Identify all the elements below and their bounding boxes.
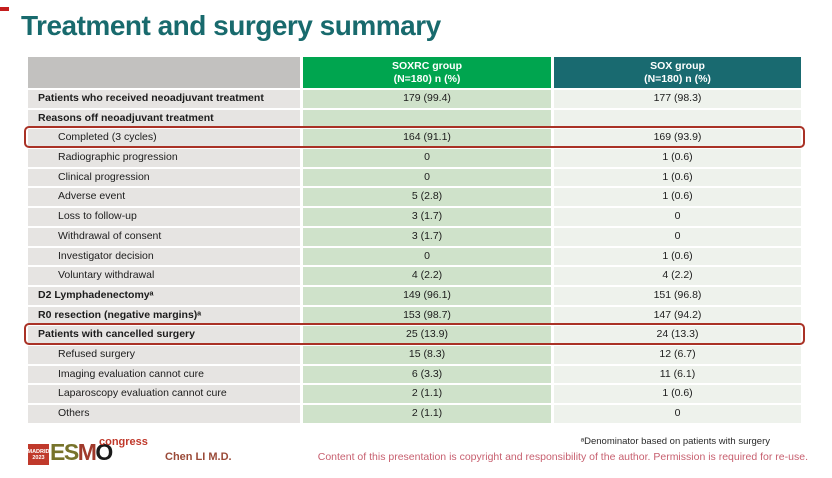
esmo-letter-e: E [50,439,65,465]
table-row: Patients who received neoadjuvant treatm… [28,90,801,108]
header-soxrc-label: SOXRC group [392,60,462,72]
row-label-cell: Loss to follow-up [28,208,300,226]
footnote: ᵃDenominator based on patients with surg… [580,436,770,447]
row-label-cell: Voluntary withdrawal [28,267,300,285]
row-label-cell: Laparoscopy evaluation cannot cure [28,385,300,403]
esmo-letter-o: O [95,439,113,465]
sox-value-cell: 11 (6.1) [554,365,801,384]
table-row: Laparoscopy evaluation cannot cure 2 (1.1… [28,385,801,403]
sox-value-cell: 4 (2.2) [554,267,801,285]
soxrc-value-cell: 25 (13.9) [303,326,551,344]
row-label-cell: Withdrawal of consent [28,227,300,246]
row-label-cell: Investigator decision [28,247,300,266]
sox-value-cell: 24 (13.3) [554,326,801,344]
sox-value-cell: 0 [554,208,801,226]
sox-value-cell: 169 (93.9) [554,129,801,148]
row-label-cell: Patients with cancelled surgery [28,326,300,344]
summary-table: SOXRC group (N=180) n (%) SOX group (N=1… [24,57,805,425]
sox-value-cell: 1 (0.6) [554,385,801,403]
table-header-row: SOXRC group (N=180) n (%) SOX group (N=1… [28,57,801,88]
soxrc-value-cell: 0 [303,168,551,187]
row-label-cell: D2 Lymphadenectomyᵃ [28,286,300,305]
page-title: Treatment and surgery summary [21,10,441,41]
sox-value-cell: 147 (94.2) [554,306,801,325]
header-blank-cell [28,57,300,88]
sox-value-cell: 177 (98.3) [554,90,801,108]
sox-value-cell: 0 [554,405,801,423]
soxrc-value-cell: 179 (99.4) [303,90,551,108]
row-label-cell: Adverse event [28,188,300,207]
row-label-cell: R0 resection (negative margins)ᵃ [28,306,300,325]
congress-label: congress [99,436,148,448]
header-soxrc-sublabel: (N=180) n (%) [393,73,461,85]
table-row: Voluntary withdrawal 4 (2.2) 4 (2.2) [28,267,801,285]
sox-value-cell: 12 (6.7) [554,345,801,364]
row-label-cell: Refused surgery [28,345,300,364]
table-row: R0 resection (negative margins)ᵃ 153 (98.… [28,306,801,325]
row-label-cell: Patients who received neoadjuvant treatm… [28,90,300,108]
esmo-letter-m: M [77,439,97,465]
soxrc-value-cell: 2 (1.1) [303,385,551,403]
table-row: Others 2 (1.1) 0 [28,405,801,423]
esmo-wordmark: ESMO [50,439,113,466]
badge-year: 2023 [32,454,45,461]
row-label-cell: Others [28,405,300,423]
table-row: D2 Lymphadenectomyᵃ 149 (96.1) 151 (96.8) [28,286,801,305]
table-row: Radiographic progression 0 1 (0.6) [28,149,801,167]
madrid-2023-badge: MADRID 2023 [27,444,50,465]
badge-venue: MADRID [27,448,50,455]
author-name: Chen LI M.D. [165,451,232,463]
row-label-cell: Reasons off neoadjuvant treatment [28,109,300,128]
header-sox-sublabel: (N=180) n (%) [644,73,711,85]
table-row: Reasons off neoadjuvant treatment [28,109,801,128]
soxrc-value-cell: 0 [303,247,551,266]
table-row: Adverse event 5 (2.8) 1 (0.6) [28,188,801,207]
soxrc-value-cell: 0 [303,149,551,167]
soxrc-value-cell: 2 (1.1) [303,405,551,423]
soxrc-value-cell: 6 (3.3) [303,365,551,384]
table-row: Loss to follow-up 3 (1.7) 0 [28,208,801,226]
row-label-cell: Imaging evaluation cannot cure [28,365,300,384]
sox-value-cell: 1 (0.6) [554,247,801,266]
sox-value-cell: 0 [554,227,801,246]
table-body: Patients who received neoadjuvant treatm… [24,90,805,423]
soxrc-value-cell: 164 (91.1) [303,129,551,148]
soxrc-value-cell: 4 (2.2) [303,267,551,285]
table-row: Patients with cancelled surgery 25 (13.9)… [24,323,805,345]
header-soxrc-group: SOXRC group (N=180) n (%) [303,57,551,88]
table-row: Investigator decision 0 1 (0.6) [28,247,801,266]
table-row: Refused surgery 15 (8.3) 12 (6.7) [28,345,801,364]
sox-value-cell: 1 (0.6) [554,149,801,167]
soxrc-value-cell: 153 (98.7) [303,306,551,325]
soxrc-value-cell: 3 (1.7) [303,208,551,226]
sox-value-cell [554,109,801,128]
sox-value-cell: 1 (0.6) [554,168,801,187]
table-row: Clinical progression 0 1 (0.6) [28,168,801,187]
soxrc-value-cell: 15 (8.3) [303,345,551,364]
row-label-cell: Completed (3 cycles) [28,129,300,148]
esmo-letter-s: S [63,439,79,465]
soxrc-value-cell: 149 (96.1) [303,286,551,305]
copyright-text: Content of this presentation is copyrigh… [317,451,808,463]
table-row: Completed (3 cycles) 164 (91.1) 169 (93.9) [24,126,805,148]
sox-value-cell: 1 (0.6) [554,188,801,207]
sox-value-cell: 151 (96.8) [554,286,801,305]
soxrc-value-cell: 3 (1.7) [303,227,551,246]
table-row: Imaging evaluation cannot cure 6 (3.3) 11 … [28,365,801,384]
soxrc-value-cell: 5 (2.8) [303,188,551,207]
header-sox-label: SOX group [650,60,705,72]
table-row: Withdrawal of consent 3 (1.7) 0 [28,227,801,246]
soxrc-value-cell [303,109,551,128]
red-dash-decoration [0,7,9,11]
row-label-cell: Clinical progression [28,168,300,187]
row-label-cell: Radiographic progression [28,149,300,167]
header-sox-group: SOX group (N=180) n (%) [554,57,801,88]
